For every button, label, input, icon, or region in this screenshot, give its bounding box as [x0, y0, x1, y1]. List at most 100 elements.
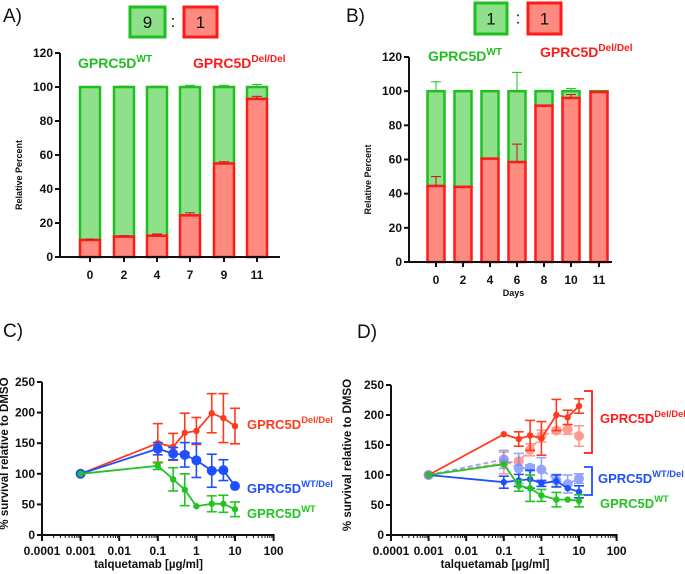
data-point — [538, 492, 545, 499]
data-point — [500, 479, 507, 486]
y-tick-label: 80 — [389, 118, 403, 132]
ratio-box-del — [182, 5, 219, 39]
series-label-2-sup: WT — [654, 494, 669, 504]
x-tick-label: 4 — [487, 273, 494, 287]
y-tick-label: 200 — [15, 406, 35, 420]
series-label-0-base: GPRC5D — [600, 411, 654, 426]
data-point — [168, 448, 179, 459]
legend-label-0-sup: WT — [486, 47, 503, 58]
panel-label: D) — [357, 322, 377, 343]
bar-del — [145, 234, 169, 259]
series-1 — [75, 441, 240, 492]
line-chart-d: D) 0 50 100 150 200 250 0.0001 0.001 0.01 0.1 1 10 10… — [342, 322, 685, 571]
bar-del — [212, 162, 236, 259]
bar-del — [112, 235, 136, 259]
data-point — [564, 485, 571, 492]
y-tick-label: 0 — [395, 255, 402, 269]
y-tick-label: 100 — [33, 80, 53, 94]
panel-label: C) — [3, 321, 23, 342]
bar-wt — [212, 85, 236, 165]
x-axis-label: Days — [503, 288, 525, 298]
y-tick-label: 0 — [377, 528, 384, 542]
x-axis-label: talquetamab [µg/ml] — [441, 559, 550, 571]
bar-del — [589, 90, 609, 264]
series-label-1: GPRC5DWT/Del — [247, 479, 333, 496]
data-point — [536, 464, 547, 475]
x-tick-label: 6 — [514, 273, 521, 287]
data-point — [154, 462, 161, 470]
x-tick-label: 10 — [228, 544, 242, 558]
legend-label-1-base: GPRC5D — [540, 44, 598, 60]
data-point — [526, 485, 534, 492]
ratio-box-del — [526, 1, 563, 36]
x-tick-label: 9 — [221, 268, 228, 282]
bar-del — [78, 238, 102, 259]
y-tick-label: 250 — [15, 375, 35, 389]
series-label-1: GPRC5DWT/Del — [598, 469, 684, 486]
series-label-1-base: GPRC5D — [598, 471, 652, 486]
y-tick-label: 0 — [28, 528, 35, 542]
y-axis-label: % survival relative to DMSO — [342, 379, 354, 531]
data-point — [230, 481, 240, 492]
series-label-0: GPRC5DDel/Del — [247, 415, 333, 432]
x-tick-label: 0.01 — [455, 544, 479, 558]
data-point — [553, 477, 560, 485]
x-tick-label: 0.1 — [149, 544, 166, 558]
legend-label-1-sup: Del/Del — [251, 54, 285, 65]
panel-label: B) — [346, 6, 365, 27]
data-point — [425, 471, 432, 479]
ratio-del: 1 — [540, 10, 549, 29]
series-2 — [77, 461, 240, 518]
data-point — [575, 402, 583, 410]
data-point — [515, 482, 522, 489]
x-tick-label: 100 — [264, 544, 284, 558]
bar-del — [245, 97, 269, 259]
y-tick-label: 50 — [22, 497, 36, 511]
x-tick-label: 100 — [607, 544, 627, 558]
y-tick-label: 60 — [40, 148, 54, 162]
y-tick-label: 40 — [389, 187, 403, 201]
bar-wt — [178, 85, 202, 217]
series-label-0: GPRC5DDel/Del — [600, 409, 685, 426]
data-point — [500, 461, 507, 468]
legend-label-0-sup: WT — [136, 54, 153, 65]
x-tick-label: 7 — [187, 268, 194, 282]
bar-wt — [534, 89, 554, 107]
data-point — [538, 435, 545, 442]
data-point — [181, 429, 188, 436]
bar-wt — [426, 89, 446, 188]
data-point — [181, 486, 188, 493]
bar-wt — [480, 89, 500, 160]
ratio-sep: : — [171, 12, 176, 31]
y-tick-label: 0 — [46, 250, 53, 264]
bar-del — [534, 104, 554, 264]
data-point — [562, 424, 573, 435]
series-label-1-sup: WT/Del — [301, 479, 333, 489]
legend-label-0-base: GPRC5D — [428, 48, 486, 64]
data-point — [206, 465, 217, 476]
y-axis-label: Relative Percent — [14, 140, 24, 210]
series-4 — [425, 461, 584, 508]
legend-label-1: GPRC5DDel/Del — [193, 54, 286, 71]
y-tick-label: 100 — [364, 468, 384, 482]
y-tick-label: 120 — [382, 50, 402, 64]
y-tick-label: 20 — [40, 216, 54, 230]
series-line — [428, 428, 580, 476]
x-tick-label: 8 — [541, 273, 548, 287]
data-point — [220, 414, 227, 422]
y-tick-label: 50 — [371, 498, 385, 512]
x-tick-label: 10 — [564, 273, 578, 287]
data-point — [575, 497, 583, 504]
series-label-1-sup: WT/Del — [652, 469, 684, 479]
data-point — [500, 431, 507, 438]
x-tick-label: 4 — [154, 268, 161, 282]
data-point — [218, 465, 229, 476]
panel-label: A) — [3, 6, 22, 27]
series-label-2: GPRC5DWT — [247, 504, 316, 521]
data-point — [498, 454, 509, 465]
ratio-wt: 9 — [143, 13, 152, 32]
y-axis-label: % survival relative to DMSO — [0, 377, 11, 529]
group-bracket — [584, 390, 593, 454]
x-tick-label: 10 — [572, 544, 586, 558]
x-tick-label: 1 — [193, 544, 200, 558]
